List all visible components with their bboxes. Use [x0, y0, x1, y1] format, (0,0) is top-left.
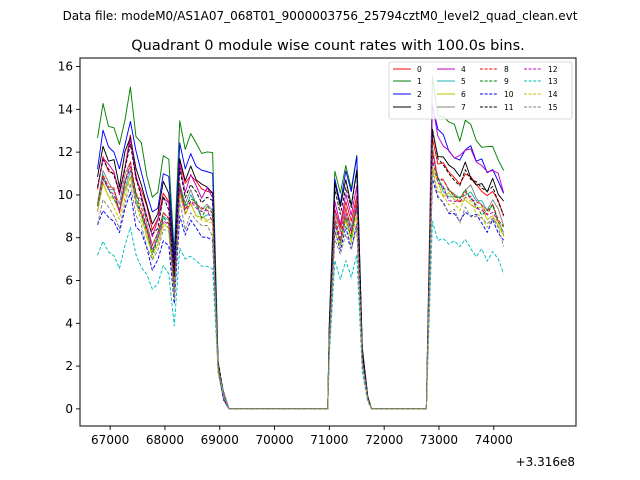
y-tick-label: 0	[65, 402, 73, 416]
series-line-15	[97, 170, 505, 410]
y-tick-label: 6	[65, 274, 73, 288]
y-tick-label: 10	[58, 188, 73, 202]
legend-label-12: 12	[548, 65, 558, 74]
y-tick-label: 8	[65, 231, 73, 245]
x-tick-label: 74000	[475, 433, 513, 447]
legend-label-15: 15	[548, 103, 558, 112]
x-tick-label: 72000	[365, 433, 403, 447]
legend-label-5: 5	[461, 77, 466, 86]
legend-label-4: 4	[461, 65, 466, 74]
series-line-14	[97, 168, 505, 410]
y-tick-label: 16	[58, 60, 73, 74]
legend-label-8: 8	[504, 65, 509, 74]
x-tick-label: 67000	[91, 433, 129, 447]
legend-label-1: 1	[417, 77, 422, 86]
legend-label-2: 2	[417, 90, 422, 99]
legend-label-13: 13	[548, 77, 558, 86]
x-tick-label: 70000	[255, 433, 293, 447]
legend-label-0: 0	[417, 65, 422, 74]
x-offset-label: +3.316e8	[516, 455, 575, 469]
y-tick-label: 2	[65, 359, 73, 373]
y-tick-label: 14	[58, 102, 73, 116]
x-tick-label: 71000	[310, 433, 348, 447]
figure-suptitle: Data file: modeM0/AS1A07_068T01_90000037…	[63, 9, 578, 23]
legend-label-14: 14	[548, 90, 558, 99]
legend-label-9: 9	[504, 77, 509, 86]
legend-label-10: 10	[504, 90, 514, 99]
legend-label-11: 11	[504, 103, 514, 112]
series-layer	[97, 76, 505, 410]
legend-label-3: 3	[417, 103, 422, 112]
legend-label-7: 7	[461, 103, 466, 112]
x-tick-label: 69000	[201, 433, 239, 447]
y-tick-label: 12	[58, 145, 73, 159]
axes-layer: 67000 68000 69000 70000 71000 72000 73000 74000…	[58, 60, 513, 447]
legend-box	[388, 61, 573, 120]
x-tick-label: 73000	[420, 433, 458, 447]
series-line-8	[97, 152, 505, 410]
plot-frame	[79, 57, 577, 427]
y-tick-label: 4	[65, 316, 73, 330]
x-tick-label: 68000	[146, 433, 184, 447]
chart-title: Quadrant 0 module wise count rates with …	[131, 38, 525, 54]
legend-label-6: 6	[461, 90, 466, 99]
